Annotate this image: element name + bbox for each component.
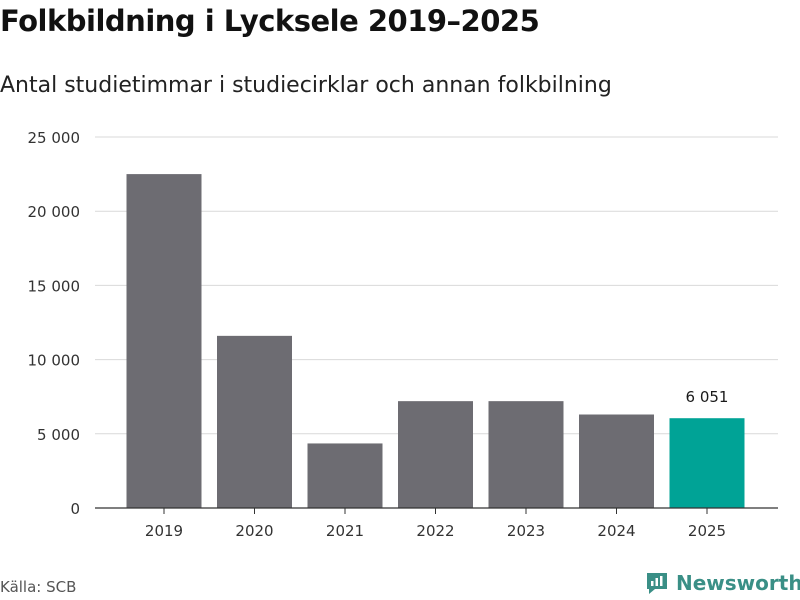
chart-title: Folkbildning i Lycksele 2019–2025 [0, 4, 540, 38]
y-tick-label: 10 000 [28, 352, 81, 370]
newsworthy-logo-icon [647, 573, 667, 594]
x-tick-label: 2021 [326, 522, 364, 540]
bar-2023 [488, 401, 564, 508]
bar-2021 [307, 443, 383, 508]
data-label: 6 051 [686, 388, 729, 406]
y-tick-label: 5 000 [37, 426, 80, 444]
brand-logo: Newsworthy [644, 570, 800, 596]
x-tick-label: 2022 [416, 522, 454, 540]
y-tick-label: 20 000 [28, 203, 81, 221]
x-tick-label: 2023 [507, 522, 545, 540]
x-tick-label: 2024 [597, 522, 635, 540]
bar-2024 [579, 414, 654, 508]
source-note: Källa: SCB [0, 578, 77, 596]
x-tick-label: 2020 [235, 522, 273, 540]
bar-2020 [217, 335, 292, 508]
y-tick-label: 0 [70, 500, 80, 518]
bar-2019 [126, 174, 202, 508]
bar-2025 [669, 418, 745, 508]
bar-2022 [398, 401, 473, 508]
y-tick-label: 25 000 [28, 129, 81, 147]
chart-subtitle: Antal studietimmar i studiecirklar och a… [0, 73, 612, 98]
x-tick-label: 2025 [688, 522, 726, 540]
y-tick-label: 15 000 [28, 277, 81, 295]
brand-name: Newsworthy [676, 571, 800, 595]
x-tick-label: 2019 [145, 522, 183, 540]
